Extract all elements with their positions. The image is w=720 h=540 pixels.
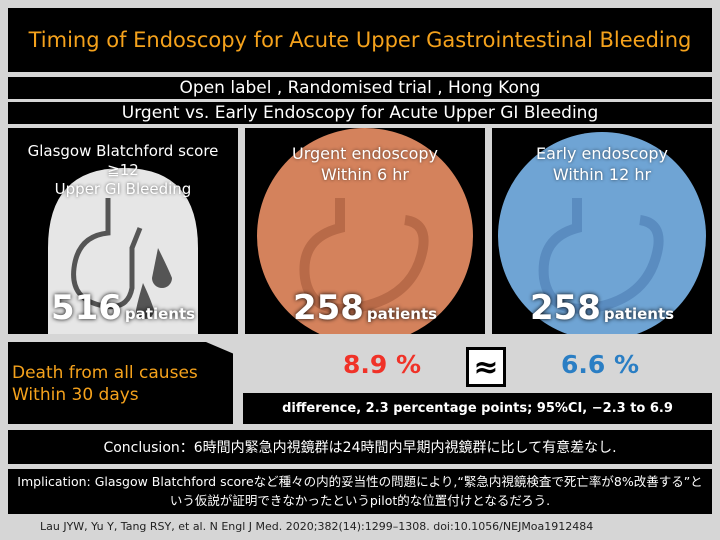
urgent-mortality-value: 8.9 % (342, 350, 422, 379)
urgent-arm-panel: Urgent endoscopy Within 6 hr 258 patients (245, 128, 485, 334)
outcome-line-2: Within 30 days (12, 385, 139, 405)
difference-statement: difference, 2.3 percentage points; 95%CI… (243, 393, 712, 424)
criteria-threshold: ≧12 (107, 161, 139, 179)
count-number: 258 (529, 288, 601, 328)
stomach-icon (498, 132, 706, 334)
early-arm-count: 258 patients (492, 288, 712, 328)
population-panel: Glasgow Blatchford score ≧12 Upper GI Bl… (8, 128, 238, 334)
count-unit: patients (603, 305, 675, 323)
early-mortality-value: 6.6 % (560, 350, 640, 379)
implication-text: Implication: Glasgow Blatchford scoreなど種… (8, 469, 712, 514)
citation: Lau JYW, Yu Y, Tang RSY, et al. N Engl J… (40, 520, 594, 533)
early-arm-label: Early endoscopy (536, 144, 668, 163)
population-count: 516 patients (8, 288, 238, 328)
study-design-banner: Open label , Randomised trial , Hong Kon… (8, 77, 712, 99)
stomach-icon (257, 128, 473, 334)
urgent-arm-count: 258 patients (245, 288, 485, 328)
count-number: 516 (50, 288, 122, 328)
outcome-line-1: Death from all causes (12, 363, 198, 383)
criteria-condition: Upper GI Bleeding (54, 180, 192, 198)
count-unit: patients (366, 305, 438, 323)
early-arm-window: Within 12 hr (552, 165, 652, 184)
conclusion-text: Conclusion：6時間内緊急内視鏡群は24時間内早期内視鏡群に比して有意差… (8, 430, 712, 464)
criteria-score: Glasgow Blatchford score (27, 142, 219, 160)
comparison-banner: Urgent vs. Early Endoscopy for Acute Upp… (8, 102, 712, 124)
outcome-label: Death from all causes Within 30 days (8, 342, 236, 424)
urgent-arm-window: Within 6 hr (321, 165, 409, 184)
urgent-arm-label: Urgent endoscopy (292, 144, 438, 163)
approx-equal-symbol: ≈ (466, 347, 506, 387)
patient-silhouette-icon (48, 168, 198, 334)
count-unit: patients (124, 305, 196, 323)
count-number: 258 (292, 288, 364, 328)
slide-title: Timing of Endoscopy for Acute Upper Gast… (8, 8, 712, 72)
early-arm-panel: Early endoscopy Within 12 hr 258 patients (492, 128, 712, 334)
